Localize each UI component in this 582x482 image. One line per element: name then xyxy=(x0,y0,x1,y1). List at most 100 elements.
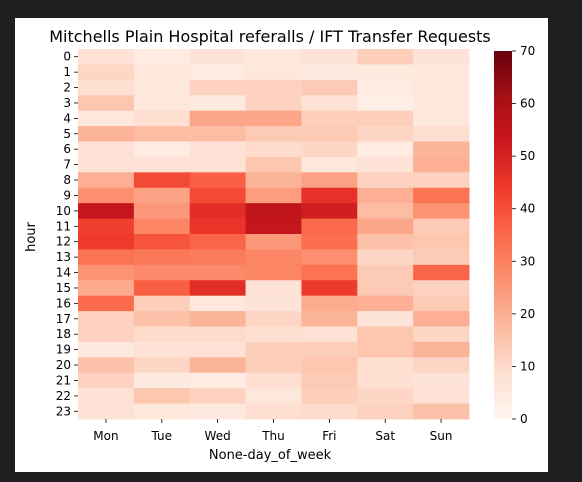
heatmap-cell xyxy=(413,341,470,358)
heatmap-cell xyxy=(189,249,247,266)
heatmap-cell xyxy=(189,326,247,343)
heatmap-cell xyxy=(78,49,135,65)
heatmap-cell xyxy=(357,203,414,220)
heatmap-cell xyxy=(189,295,247,312)
heatmap-cell xyxy=(78,388,135,405)
heatmap-cell xyxy=(413,326,470,343)
x-axis-label: None-day_of_week xyxy=(209,448,332,463)
heatmap-cell xyxy=(78,141,135,158)
heatmap-cell xyxy=(301,110,358,127)
y-tick-label: 12 xyxy=(56,235,71,249)
heatmap-cell xyxy=(357,172,414,189)
heatmap-cell xyxy=(133,187,191,204)
heatmap-cell xyxy=(189,95,247,112)
heatmap-cell xyxy=(301,64,358,81)
heatmap-cell xyxy=(245,141,302,158)
colorbar-tick-label: 60 xyxy=(520,97,535,111)
heatmap-cell xyxy=(245,79,302,96)
heatmap-cell xyxy=(78,372,135,389)
heatmap-cell xyxy=(357,372,414,389)
heatmap-cell xyxy=(78,110,135,127)
y-tick-label: 13 xyxy=(56,250,71,264)
heatmap-cell xyxy=(357,126,414,142)
heatmap-cell xyxy=(413,49,470,65)
y-tick-label: 10 xyxy=(56,204,71,218)
heatmap-cell xyxy=(357,141,414,158)
y-tick-label: 1 xyxy=(63,65,71,79)
heatmap-cell xyxy=(301,357,358,374)
heatmap-cell xyxy=(413,64,470,81)
y-tick-label: 6 xyxy=(63,142,71,156)
heatmap-cell xyxy=(301,203,358,220)
heatmap-cell xyxy=(357,326,414,343)
heatmap-cell xyxy=(133,357,191,374)
heatmap-cell xyxy=(245,187,302,204)
heatmap-cell xyxy=(301,156,358,173)
x-tick-label: Mon xyxy=(93,429,118,443)
colorbar: 0 10 20 30 40 50 60 70 xyxy=(494,44,535,426)
heatmap-cell xyxy=(413,388,470,405)
heatmap-cell xyxy=(245,311,302,327)
heatmap-cell xyxy=(78,156,135,173)
heatmap-cell xyxy=(413,203,470,220)
x-tick-label: Thu xyxy=(261,429,285,443)
heatmap-cell xyxy=(133,95,191,112)
heatmap-cell xyxy=(357,295,414,312)
heatmap-cell xyxy=(78,126,135,142)
heatmap-cell xyxy=(189,388,247,405)
heatmap-cell xyxy=(357,311,414,327)
heatmap-cell xyxy=(413,403,470,420)
y-tick-label: 18 xyxy=(56,327,71,341)
heatmap-cell xyxy=(357,218,414,235)
heatmap-cell xyxy=(301,126,358,142)
heatmap-cell xyxy=(357,49,414,65)
heatmap-cell xyxy=(301,141,358,158)
heatmap-cell xyxy=(413,234,470,250)
heatmap-cell xyxy=(245,264,302,281)
heatmap-cell xyxy=(133,264,191,281)
y-tick-label: 11 xyxy=(56,219,71,233)
heatmap-cell xyxy=(413,357,470,374)
heatmap-cell xyxy=(301,79,358,96)
heatmap-cell xyxy=(189,141,247,158)
heatmap-cell xyxy=(245,249,302,266)
heatmap-cell xyxy=(189,126,247,142)
heatmap-cell xyxy=(301,295,358,312)
heatmap-cell xyxy=(189,403,247,420)
heatmap-cell xyxy=(189,203,247,220)
heatmap-cell xyxy=(301,218,358,235)
heatmap-chart: Mitchells Plain Hospital referalls / IFT… xyxy=(24,27,535,463)
heatmap-cell xyxy=(357,280,414,297)
heatmap-cell xyxy=(133,141,191,158)
heatmap-cell xyxy=(301,403,358,420)
heatmap-cell xyxy=(189,311,247,327)
y-axis-label: hour xyxy=(24,221,39,251)
heatmap-cell xyxy=(245,280,302,297)
y-tick-label: 23 xyxy=(56,404,71,418)
heatmap-cell xyxy=(78,280,135,297)
heatmap-cell xyxy=(189,372,247,389)
y-tick-label: 2 xyxy=(63,81,71,95)
heatmap-cell xyxy=(245,234,302,250)
colorbar-tick-label: 30 xyxy=(520,254,535,268)
heatmap-cells xyxy=(78,49,470,420)
heatmap-cell xyxy=(301,341,358,358)
y-tick-label: 16 xyxy=(56,296,71,310)
heatmap-cell xyxy=(133,295,191,312)
heatmap-cell xyxy=(133,79,191,96)
heatmap-cell xyxy=(78,95,135,112)
heatmap-cell xyxy=(413,187,470,204)
heatmap-cell xyxy=(189,79,247,96)
heatmap-cell xyxy=(301,172,358,189)
heatmap-cell xyxy=(78,341,135,358)
heatmap-cell xyxy=(133,203,191,220)
heatmap-cell xyxy=(245,341,302,358)
heatmap-cell xyxy=(413,156,470,173)
colorbar-tick-label: 10 xyxy=(520,359,535,373)
heatmap-cell xyxy=(133,64,191,81)
heatmap-cell xyxy=(78,64,135,81)
y-tick-label: 0 xyxy=(63,50,71,64)
heatmap-cell xyxy=(133,234,191,250)
heatmap-cell xyxy=(78,249,135,266)
figure-panel: Mitchells Plain Hospital referalls / IFT… xyxy=(15,18,548,472)
